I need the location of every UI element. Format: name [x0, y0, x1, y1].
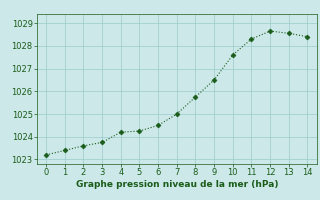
X-axis label: Graphe pression niveau de la mer (hPa): Graphe pression niveau de la mer (hPa)	[76, 180, 278, 189]
